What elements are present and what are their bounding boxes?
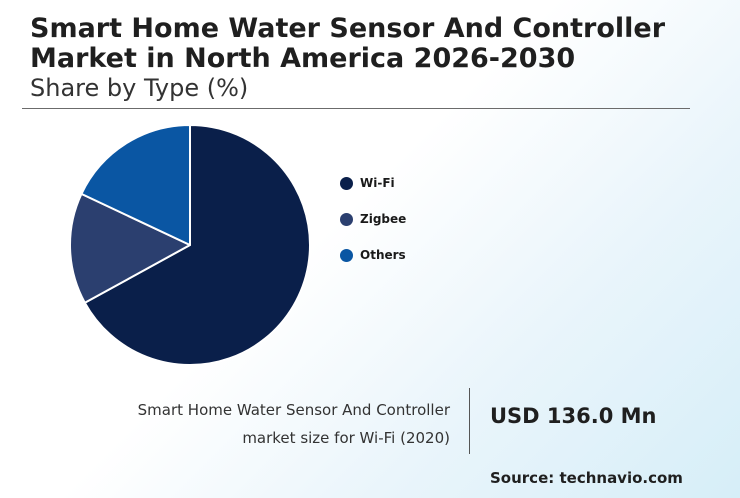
legend-item-others: Others [340, 246, 406, 264]
legend-swatch-others [340, 248, 353, 262]
legend-label-wi-fi: Wi-Fi [360, 176, 395, 190]
callout-divider [469, 388, 470, 454]
chart-title: Smart Home Water Sensor And Controller M… [30, 13, 666, 74]
chart-subtitle: Share by Type (%) [30, 74, 249, 102]
market-size-value: USD 136.0 Mn [490, 404, 657, 428]
legend-swatch-wi-fi [340, 176, 353, 190]
pie-slice-zigbee [69, 192, 191, 304]
legend-label-others: Others [360, 248, 406, 262]
legend: Wi-Fi Zigbee Others [340, 174, 406, 282]
pie-slice-others [80, 124, 191, 246]
legend-item-wi-fi: Wi-Fi [340, 174, 406, 192]
title-divider [22, 108, 690, 109]
legend-item-zigbee: Zigbee [340, 210, 406, 228]
pie-slice-wi-fi [83, 124, 311, 366]
source-credit: Source: technavio.com [490, 469, 683, 487]
caption-line-1: Smart Home Water Sensor And Controller [137, 401, 450, 419]
pie-chart [69, 124, 311, 366]
caption-line-2: market size for Wi-Fi (2020) [242, 429, 450, 447]
market-size-caption: Smart Home Water Sensor And Controller m… [100, 396, 450, 452]
legend-label-zigbee: Zigbee [360, 212, 407, 226]
legend-swatch-zigbee [340, 212, 353, 226]
